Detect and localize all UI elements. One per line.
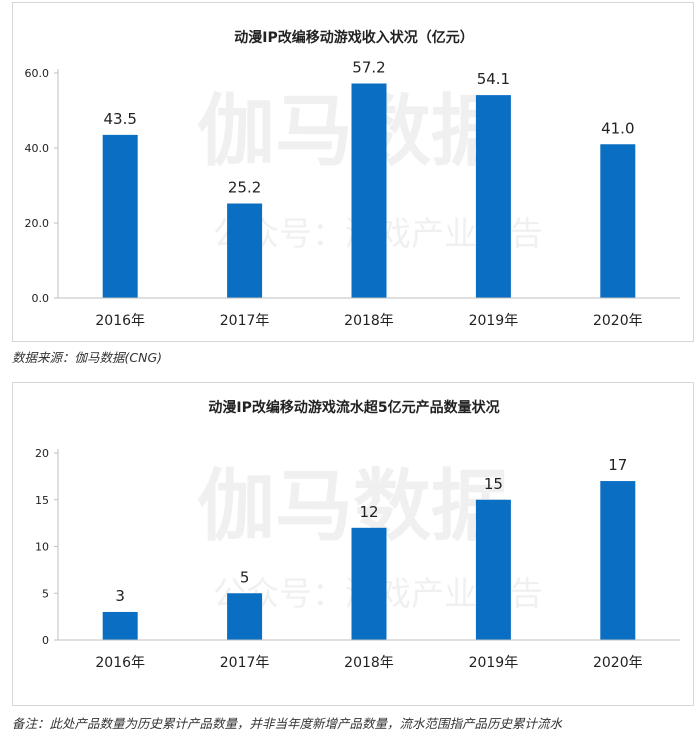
revenue-chart-y-tick-label: 0.0 bbox=[32, 292, 50, 305]
product-count-chart-bar-2019年 bbox=[475, 499, 511, 640]
product-count-chart-value-label: 17 bbox=[608, 456, 627, 474]
source-note: 数据来源：伽马数据(CNG) bbox=[12, 350, 163, 365]
revenue-chart-value-label: 54.1 bbox=[477, 70, 510, 88]
product-count-chart-value-label: 5 bbox=[240, 568, 250, 586]
revenue-chart-category-label: 2018年 bbox=[344, 313, 394, 329]
product-count-chart-y-tick-label: 20 bbox=[35, 447, 49, 460]
product-count-chart-title: 动漫IP改编移动游戏流水超5亿元产品数量状况 bbox=[208, 399, 499, 416]
product-count-chart-value-label: 3 bbox=[115, 587, 125, 605]
product-count-chart-bar-2018年 bbox=[351, 527, 387, 640]
product-count-chart-bar-2017年 bbox=[227, 593, 263, 640]
revenue-chart-value-label: 25.2 bbox=[228, 179, 261, 197]
product-count-chart-category-label: 2019年 bbox=[469, 655, 519, 671]
revenue-chart-bar-2018年 bbox=[351, 83, 387, 298]
revenue-chart-category-label: 2020年 bbox=[593, 313, 643, 329]
product-count-chart-value-label: 15 bbox=[484, 475, 503, 493]
revenue-chart-title: 动漫IP改编移动游戏收入状况（亿元） bbox=[234, 29, 473, 46]
footnote: 备注：此处产品数量为历史累计产品数量，并非当年度新增产品数量，流水范围指产品历史… bbox=[12, 716, 563, 731]
product-count-chart-y-tick-label: 5 bbox=[42, 587, 49, 600]
revenue-chart-bar-2016年 bbox=[102, 134, 138, 298]
product-count-chart-y-tick-label: 0 bbox=[42, 634, 49, 647]
revenue-chart-bar-2019年 bbox=[475, 95, 511, 298]
revenue-chart-category-label: 2019年 bbox=[469, 313, 519, 329]
product-count-chart-y-tick-label: 15 bbox=[35, 494, 49, 507]
product-count-chart-category-label: 2017年 bbox=[220, 655, 270, 671]
product-count-chart-bar-2020年 bbox=[600, 481, 636, 640]
product-count-chart-category-label: 2018年 bbox=[344, 655, 394, 671]
product-count-chart-value-label: 12 bbox=[359, 503, 378, 521]
revenue-chart-category-label: 2017年 bbox=[220, 313, 270, 329]
product-count-chart-bar-2016年 bbox=[102, 611, 138, 640]
product-count-chart-category-label: 2016年 bbox=[95, 655, 145, 671]
product-count-chart: 伽马数据 公众号：游戏产业报告 动漫IP改编移动游戏流水超5亿元产品数量状况 0… bbox=[35, 399, 680, 671]
revenue-chart-y-tick-label: 40.0 bbox=[25, 142, 50, 155]
product-count-chart-y-tick-label: 10 bbox=[35, 541, 49, 554]
revenue-chart-value-label: 41.0 bbox=[601, 119, 634, 137]
revenue-chart-value-label: 57.2 bbox=[352, 59, 385, 77]
product-count-chart-panel: 伽马数据 公众号：游戏产业报告 动漫IP改编移动游戏流水超5亿元产品数量状况 0… bbox=[12, 382, 694, 706]
revenue-chart-bar-2017年 bbox=[227, 203, 263, 298]
revenue-chart-category-label: 2016年 bbox=[95, 313, 145, 329]
revenue-chart-bar-2020年 bbox=[600, 144, 636, 298]
revenue-chart-value-label: 43.5 bbox=[103, 110, 136, 128]
revenue-chart-y-tick-label: 60.0 bbox=[25, 67, 50, 80]
revenue-chart-panel: 伽马数据 公众号：游戏产业报告 动漫IP改编移动游戏收入状况（亿元） 0.020… bbox=[12, 2, 694, 342]
revenue-chart-y-tick-label: 20.0 bbox=[25, 217, 50, 230]
product-count-chart-category-label: 2020年 bbox=[593, 655, 643, 671]
revenue-chart: 伽马数据 公众号：游戏产业报告 动漫IP改编移动游戏收入状况（亿元） 0.020… bbox=[25, 29, 680, 329]
